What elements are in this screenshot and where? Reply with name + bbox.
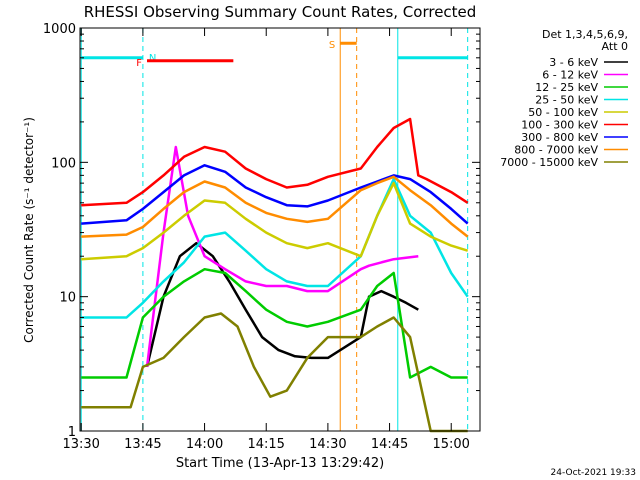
chart-title: RHESSI Observing Summary Count Rates, Co… xyxy=(84,3,477,21)
series-line-3 xyxy=(81,177,469,319)
series-line-6 xyxy=(81,164,469,225)
annotation-label-1: F xyxy=(136,58,142,69)
series-line-2 xyxy=(81,267,468,379)
y-tick-label-0: 1 xyxy=(68,425,76,440)
y-tick-label-1: 10 xyxy=(59,291,76,306)
series-line-0 xyxy=(145,241,419,368)
x-tick-label-1: 13:45 xyxy=(124,437,161,452)
x-tick-label-3: 14:15 xyxy=(247,437,284,452)
plot-marks: NF S xyxy=(80,28,469,433)
series-line-7 xyxy=(81,175,469,238)
x-tick-label-5: 14:45 xyxy=(371,437,408,452)
legend-label-7: 800 - 7000 keV xyxy=(514,144,598,157)
legend-label-2: 12 - 25 keV xyxy=(535,81,598,94)
legend-label-1: 6 - 12 keV xyxy=(542,69,598,82)
x-axis-label: Start Time (13-Apr-13 13:29:42) xyxy=(176,456,384,471)
x-tick-label-4: 14:30 xyxy=(309,437,346,452)
legend-header-0: Det 1,3,4,5,6,9, xyxy=(542,28,628,41)
y-tick-label-2: 100 xyxy=(51,156,76,171)
legend-label-6: 300 - 800 keV xyxy=(521,131,598,144)
legend-label-3: 25 - 50 keV xyxy=(535,94,598,107)
annotation-label-0: N xyxy=(149,53,156,64)
series-line-4 xyxy=(81,181,469,261)
legend-header-1: Att 0 xyxy=(602,40,628,53)
plot-frame xyxy=(79,27,481,432)
axes: 13:30 13:45 14:00 14:15 14:30 14:45 15:00 1 10 10… xyxy=(43,22,480,452)
series-line-5 xyxy=(81,117,469,207)
footer-timestamp: 24-Oct-2021 19:33 xyxy=(551,468,636,478)
legend-label-0: 3 - 6 keV xyxy=(549,56,598,69)
legend-label-5: 100 - 300 keV xyxy=(521,119,598,132)
y-tick-label-3: 1000 xyxy=(43,22,76,37)
y-axis-label: Corrected Count Rate (s⁻¹ detector⁻¹) xyxy=(22,117,36,343)
legend-label-4: 50 - 100 keV xyxy=(528,106,598,119)
series-line-8 xyxy=(81,312,468,433)
x-tick-label-0: 13:30 xyxy=(62,437,99,452)
x-tick-label-2: 14:00 xyxy=(186,437,223,452)
annotation-label-2: S xyxy=(329,40,335,51)
legend-label-8: 7000 - 15000 keV xyxy=(500,156,598,169)
x-tick-label-6: 15:00 xyxy=(432,437,469,452)
series-line-1 xyxy=(145,145,419,368)
